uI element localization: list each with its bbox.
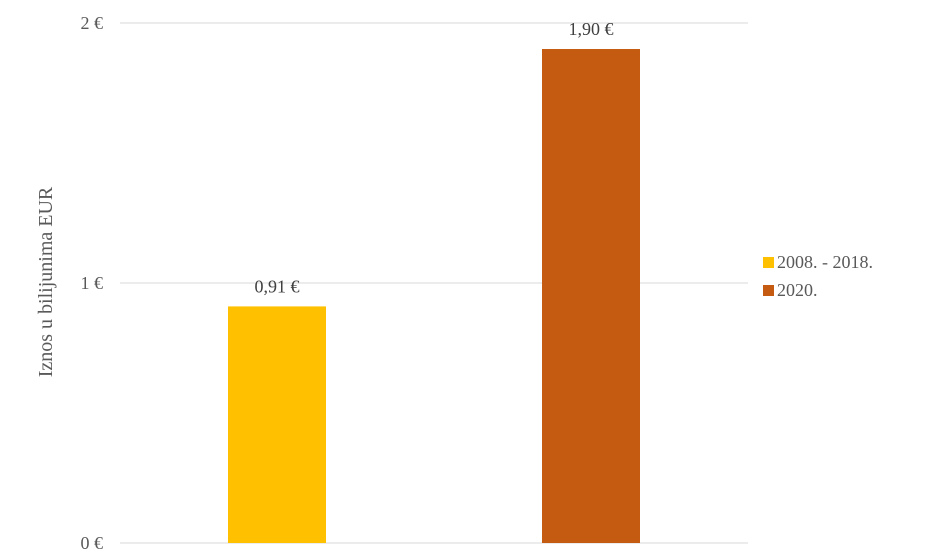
legend-item-2008-2018: 2008. - 2018. (763, 248, 873, 276)
data-labels: 0,91 € 1,90 € (255, 19, 614, 296)
y-tick-label: 0 € (81, 533, 104, 549)
bar (228, 306, 326, 543)
bars (228, 49, 640, 543)
legend-swatch-2020 (763, 284, 774, 296)
y-axis-ticks: 0 € 1 € 2 € (81, 13, 104, 549)
gridlines (120, 22, 748, 544)
legend-label-2020: 2020. (777, 279, 818, 300)
legend-item-2020: 2020. (763, 276, 873, 304)
bar-value-label: 1,90 € (569, 19, 614, 39)
legend-label-2008-2018: 2008. - 2018. (777, 251, 873, 272)
y-tick-label: 2 € (81, 13, 104, 33)
bar (542, 49, 640, 543)
y-axis-title: Iznos u bilijunima EUR (35, 186, 57, 377)
bar-value-label: 0,91 € (255, 276, 300, 296)
y-tick-label: 1 € (81, 273, 104, 293)
legend: 2008. - 2018. 2020. (763, 248, 873, 304)
legend-swatch-2008-2018 (763, 256, 774, 268)
